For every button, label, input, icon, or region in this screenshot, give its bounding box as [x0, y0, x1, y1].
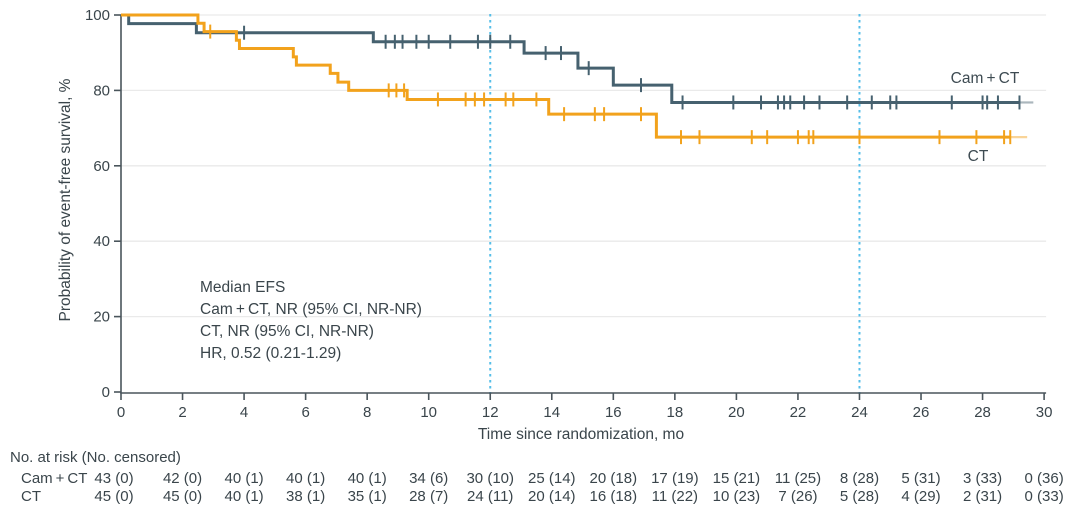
risk-cell: 40 (1): [286, 470, 326, 487]
x-tick-label: 20: [728, 404, 745, 421]
risk-cell: 2 (31): [962, 488, 1003, 505]
risk-cell: 11 (25): [774, 470, 822, 487]
x-tick-label: 18: [667, 404, 684, 421]
x-tick-label: 28: [974, 404, 991, 421]
step-line: [121, 13, 1020, 104]
y-tick-label: 20: [93, 309, 110, 326]
risk-cell: 28 (7): [409, 488, 449, 505]
annotation-line-hr: HR, 0.52 (0.21-1.29): [200, 345, 342, 362]
reference-lines: [489, 14, 861, 394]
risk-cell: 25 (14): [528, 470, 576, 487]
x-axis-title: Time since randomization, mo: [477, 426, 685, 443]
risk-cell: 43 (0): [94, 470, 134, 487]
y-tick-label: 80: [93, 82, 110, 99]
risk-cell: 35 (1): [347, 488, 387, 505]
survival-curve-camct: [121, 13, 1034, 104]
annotation-line-camct: Cam + CT, NR (95% CI, NR-NR): [200, 301, 422, 318]
y-tick-label: 40: [93, 233, 110, 250]
x-tick-label: 10: [420, 404, 437, 421]
risk-cell: 20 (14): [528, 488, 576, 505]
x-tick-label: 0: [117, 404, 125, 421]
risk-cell: 5 (31): [901, 470, 941, 487]
censor-ticks-ct: [209, 24, 1012, 145]
y-axis-title: Probability of event-free survival, %: [57, 78, 74, 322]
x-tick-label: 16: [605, 404, 622, 421]
x-ticks: 0 2 4 6 8 10 12 14 16 18 20 22 24 26 28 30: [117, 393, 1053, 421]
median-efs-annotation: Median EFS Cam + CT, NR (95% CI, NR-NR) …: [200, 277, 422, 365]
risk-cell: 17 (19): [651, 470, 699, 487]
risk-cell: 8 (28): [839, 470, 880, 487]
risk-cell: 16 (18): [589, 488, 638, 505]
gridlines: [121, 14, 1047, 318]
risk-cell: 42 (0): [162, 470, 203, 487]
risk-cell: 0 (36): [1024, 470, 1064, 487]
axes: [120, 15, 1047, 394]
risk-table-header: No. at risk (No. censored): [10, 449, 181, 466]
x-tick-label: 24: [851, 404, 868, 421]
risk-cell: 45 (0): [162, 488, 203, 505]
risk-cell: 40 (1): [347, 470, 387, 487]
risk-cell: 45 (0): [94, 488, 134, 505]
risk-cell: 5 (28): [839, 488, 880, 505]
y-tick-label: 60: [93, 158, 110, 175]
x-tick-label: 14: [543, 404, 560, 421]
x-tick-label: 22: [790, 404, 807, 421]
x-tick-label: 8: [363, 404, 371, 421]
x-tick-label: 2: [178, 404, 186, 421]
x-tick-label: 6: [301, 404, 309, 421]
risk-cell: 10 (23): [712, 488, 761, 505]
risk-cell: 38 (1): [286, 488, 326, 505]
y-tick-label: 100: [85, 7, 110, 24]
risk-row-label-ct: CT: [21, 488, 41, 505]
risk-cell: 7 (26): [778, 488, 818, 505]
risk-cell: 4 (29): [901, 488, 941, 505]
x-tick-label: 12: [482, 404, 499, 421]
annotation-line-ct: CT, NR (95% CI, NR-NR): [200, 323, 374, 340]
x-tick-label: 26: [913, 404, 930, 421]
censor-ticks-camct: [243, 25, 1021, 110]
risk-cell: 20 (18): [589, 470, 638, 487]
risk-cell: 11 (22): [651, 488, 699, 505]
risk-cell: 0 (33): [1024, 488, 1064, 505]
x-tick-label: 30: [1036, 404, 1053, 421]
y-ticks: 0 20 40 60 80 100: [85, 7, 121, 401]
risk-cell: 3 (33): [962, 470, 1003, 487]
risk-cell: 40 (1): [224, 488, 264, 505]
curve-label-ct: CT: [967, 148, 989, 165]
risk-cell: 15 (21): [712, 470, 761, 487]
risk-cell: 24 (11): [467, 488, 514, 505]
y-tick-label: 0: [102, 384, 110, 401]
curve-label-camct: Cam + CT: [950, 70, 1020, 87]
risk-row-label-camct: Cam + CT: [21, 470, 88, 487]
x-tick-label: 4: [240, 404, 248, 421]
risk-cell: 40 (1): [224, 470, 264, 487]
risk-cell: 34 (6): [409, 470, 449, 487]
risk-cell: 30 (10): [466, 470, 514, 487]
annotation-line-median: Median EFS: [200, 279, 286, 296]
